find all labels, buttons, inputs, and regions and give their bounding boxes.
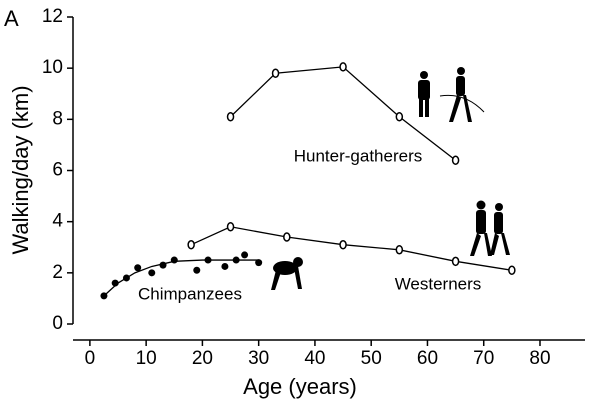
point [241,251,249,259]
point [134,264,142,272]
point [451,256,460,267]
point [395,112,404,122]
point [339,62,347,72]
point [451,155,460,166]
y-tick-label: 0 [52,313,63,334]
y-tick-label: 6 [52,160,63,181]
westerner-figures [470,200,510,256]
panel-label: A [4,6,19,31]
point [148,269,156,277]
y-axis-label: Walking/day (km) [8,85,33,254]
series-label: Chimpanzees [138,284,242,303]
y-tick-label: 2 [52,262,63,283]
silhouettes [271,67,510,290]
point [193,266,201,274]
x-tick-label: 50 [361,348,382,369]
x-tick-label: 30 [248,348,269,369]
x-tick-label: 0 [85,348,96,369]
chimpanzee-figure [271,257,303,290]
series-label: Westerners [395,274,482,293]
x-tick-label: 40 [304,348,325,369]
y-tick-label: 12 [42,6,63,27]
x-axis-label: Age (years) [243,374,357,399]
x-tick-label: 70 [473,348,494,369]
point [226,112,235,122]
point [508,265,516,276]
point [226,222,235,232]
point [271,68,280,79]
series-line [103,259,259,297]
x-tick-label: 60 [417,348,438,369]
point [395,245,404,255]
y-tick-label: 10 [42,57,63,78]
x-tick-label: 80 [529,348,550,369]
y-tick-label: 4 [52,211,63,232]
point [339,239,347,250]
series-label: Hunter-gatherers [294,146,423,165]
point [283,232,291,242]
y-tick-label: 8 [52,108,63,129]
series-line [190,226,512,271]
x-tick-label: 20 [192,348,213,369]
point [255,259,263,267]
x-tick-label: 10 [136,348,157,369]
hunter-gatherer-figures [418,67,485,122]
point [187,239,195,250]
point [221,262,229,270]
